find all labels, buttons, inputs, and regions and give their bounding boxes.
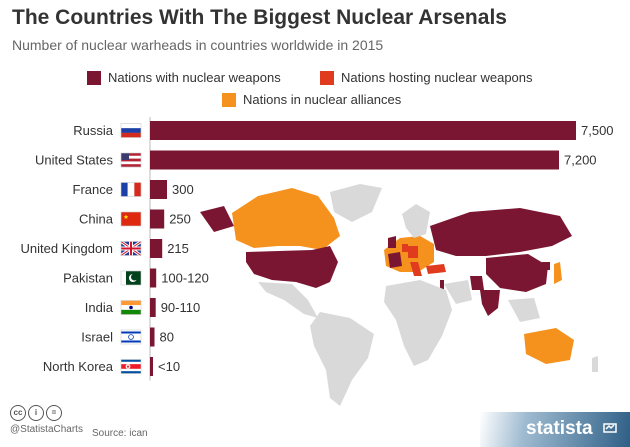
footer-handle: @StatistaCharts	[10, 424, 83, 435]
map-hosting-belgium-netherlands	[402, 244, 408, 252]
map-israel	[440, 280, 444, 290]
map-north-korea	[542, 262, 550, 270]
bar-india	[150, 298, 156, 317]
china-flag-icon	[120, 211, 142, 227]
map-india	[480, 290, 500, 316]
cc-license-icons: cc i =	[10, 405, 83, 421]
legend-item-alliance: Nations in nuclear alliances	[222, 92, 401, 107]
legend-swatch-hosting	[320, 70, 334, 85]
category-label-russia: Russia	[73, 123, 114, 138]
category-label-france: France	[73, 182, 113, 197]
chart-title: The Countries With The Biggest Nuclear A…	[12, 6, 507, 29]
category-label-united-kingdom: United Kingdom	[21, 241, 114, 256]
world-map	[200, 184, 598, 406]
bar-china	[150, 209, 165, 229]
map-hosting-turkey	[426, 264, 446, 274]
value-label-pakistan: 100-120	[161, 271, 209, 286]
map-pakistan	[470, 276, 484, 290]
map-new-zealand	[592, 356, 598, 372]
map-usa	[246, 246, 338, 288]
bar-france	[150, 180, 167, 199]
israel-flag-icon	[120, 329, 142, 345]
map-france	[388, 252, 402, 268]
value-label-china: 250	[169, 212, 191, 227]
map-russia	[430, 208, 572, 256]
value-label-india: 90-110	[161, 300, 201, 315]
map-scandinavia	[402, 204, 430, 238]
bar-pakistan	[150, 268, 157, 288]
category-label-north-korea: North Korea	[43, 359, 114, 374]
usa-flag-icon	[120, 152, 142, 168]
bar-israel	[150, 327, 155, 347]
value-label-france: 300	[172, 182, 194, 197]
footer-license: cc i = @StatistaCharts	[10, 405, 83, 435]
category-label-israel: Israel	[81, 330, 113, 345]
map-australia	[524, 328, 574, 364]
map-japan	[554, 262, 562, 284]
bar-united-states	[150, 150, 559, 170]
map-greenland	[330, 184, 382, 222]
map-china	[486, 254, 548, 292]
map-south-america	[310, 312, 374, 406]
chart-subtitle: Number of nuclear warheads in countries …	[12, 37, 384, 53]
france-flag-icon	[120, 182, 142, 197]
north-korea-flag-icon	[120, 359, 142, 374]
brand-band	[480, 412, 630, 447]
uk-flag-icon	[120, 240, 142, 257]
map-canada	[232, 188, 340, 250]
map-uk	[388, 236, 396, 248]
india-flag-icon	[120, 300, 142, 315]
legend-swatch-alliance	[222, 92, 236, 107]
legend-item-nuclear: Nations with nuclear weapons	[87, 70, 281, 85]
category-label-india: India	[85, 300, 114, 315]
russia-flag-icon	[120, 123, 142, 138]
map-middle-east	[444, 280, 472, 304]
bar-north-korea	[150, 357, 153, 376]
bar-united-kingdom	[150, 239, 163, 258]
legend-item-hosting: Nations hosting nuclear weapons	[320, 70, 533, 85]
value-label-united-kingdom: 215	[167, 241, 189, 256]
map-hosting-italy	[410, 262, 422, 276]
legend-swatch-nuclear	[87, 70, 101, 85]
map-southeast-asia	[508, 298, 540, 322]
legend-label-nuclear: Nations with nuclear weapons	[108, 70, 281, 85]
value-label-north-korea: <10	[158, 359, 180, 374]
value-label-israel: 80	[160, 330, 174, 345]
nd-icon: =	[46, 405, 62, 421]
bar-russia	[150, 121, 576, 140]
pakistan-flag-icon	[120, 270, 142, 286]
value-label-russia: 7,500	[581, 123, 614, 138]
category-label-china: China	[79, 212, 114, 227]
legend-label-hosting: Nations hosting nuclear weapons	[341, 70, 533, 85]
bar-group: Russia 7,500 United States 7,200 France 300 Ch…	[21, 117, 614, 381]
brand-logo[interactable]: statista	[526, 418, 593, 439]
footer-source: Source: ican	[92, 428, 148, 439]
map-mexico	[258, 282, 318, 318]
value-label-united-states: 7,200	[564, 153, 597, 168]
category-label-united-states: United States	[35, 153, 114, 168]
legend-label-alliance: Nations in nuclear alliances	[243, 92, 402, 107]
map-africa	[384, 280, 452, 366]
statista-logo-icon	[603, 423, 617, 433]
cc-icon: cc	[10, 405, 26, 421]
by-icon: i	[28, 405, 44, 421]
category-label-pakistan: Pakistan	[63, 271, 113, 286]
map-alaska	[200, 206, 234, 232]
map-hosting-germany	[408, 246, 418, 258]
